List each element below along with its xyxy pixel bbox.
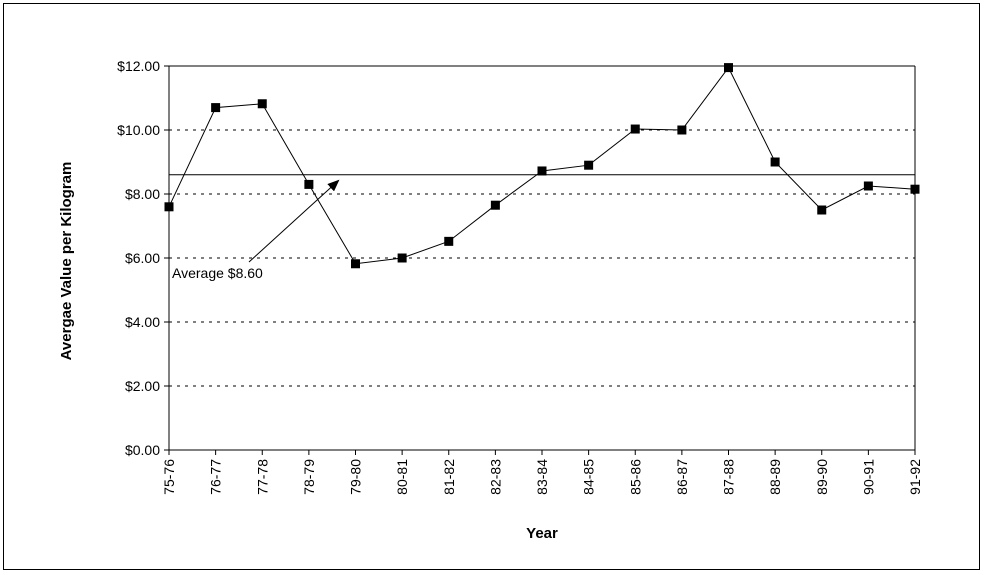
x-tick-label: 79-80 [348, 459, 364, 495]
data-point-marker [584, 160, 594, 170]
x-tick-label: 80-81 [394, 459, 410, 495]
data-point-marker [444, 236, 454, 246]
x-tick-label: 75-76 [161, 459, 177, 495]
average-annotation: Average $8.60 [172, 179, 340, 281]
y-tick-label: $6.00 [125, 250, 160, 266]
x-tick-label: 86-87 [674, 459, 690, 495]
y-tick-labels: $0.00 $2.00 $4.00 $6.00 $8.00 $10.00 $12.00 [117, 58, 160, 458]
x-tick-label: 91-92 [907, 459, 923, 495]
x-tick-label: 90-91 [860, 459, 876, 495]
x-tick-label: 83-84 [534, 459, 550, 495]
y-tick-label: $12.00 [117, 58, 160, 74]
y-tick-label: $4.00 [125, 314, 160, 330]
gridlines [169, 65, 915, 387]
x-tick-label: 77-78 [254, 459, 270, 495]
average-label: Average $8.60 [172, 265, 263, 281]
y-tick-label: $2.00 [125, 378, 160, 394]
data-point-marker [397, 253, 407, 263]
axes [164, 65, 916, 455]
data-point-marker [817, 205, 827, 215]
x-tick-label: 87-88 [721, 459, 737, 495]
x-tick-labels: 75-76 76-77 77-78 78-79 79-80 80-81 81-82 82-83… [161, 459, 923, 495]
series-line [168, 66, 916, 265]
chart-frame [3, 3, 980, 570]
y-tick-label: $8.00 [125, 186, 160, 202]
data-point-marker [257, 99, 267, 109]
x-tick-label: 85-86 [627, 459, 643, 495]
y-tick-label: $10.00 [117, 122, 160, 138]
x-tick-label: 84-85 [581, 459, 597, 495]
series-group [164, 63, 920, 269]
x-tick-label: 89-90 [814, 459, 830, 495]
data-point-marker [351, 259, 360, 269]
data-point-marker [490, 200, 500, 210]
x-tick-label: 81-82 [441, 459, 457, 495]
y-axis-title: Avergae Value per Kilogram [58, 162, 75, 361]
data-point-marker [910, 184, 920, 194]
data-point-marker [164, 202, 174, 212]
data-point-marker [724, 63, 733, 73]
x-tick-label: 88-89 [767, 459, 783, 495]
data-point-marker [770, 157, 780, 167]
data-point-marker [863, 181, 873, 191]
data-point-marker [211, 103, 221, 113]
data-point-marker [304, 179, 314, 189]
x-tick-label: 82-83 [487, 459, 503, 495]
x-tick-label: 78-79 [301, 459, 317, 495]
data-point-marker [537, 166, 547, 176]
x-tick-label: 76-77 [208, 459, 224, 495]
annotation-arrow [248, 179, 340, 263]
data-point-marker [630, 124, 640, 134]
x-axis-title: Year [526, 525, 558, 542]
data-point-marker [677, 125, 687, 135]
y-tick-label: $0.00 [125, 442, 160, 458]
